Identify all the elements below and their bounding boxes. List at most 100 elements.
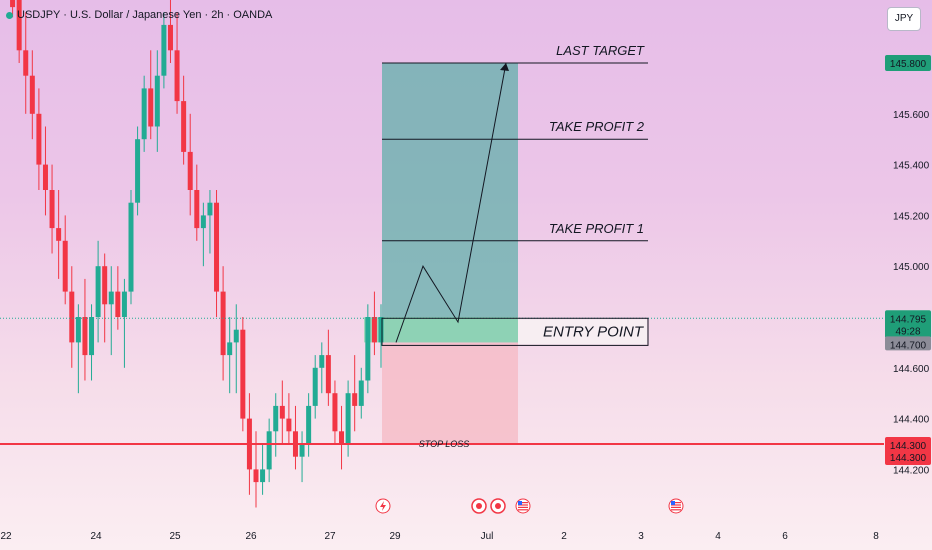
candle-body: [128, 202, 134, 292]
flag-stripe: [518, 509, 528, 511]
time-label: 8: [873, 531, 879, 542]
candle-body: [207, 202, 213, 216]
candle: [200, 202, 206, 267]
flag-stripe: [671, 506, 681, 508]
candle-body: [62, 240, 68, 292]
us-flag-icon[interactable]: [668, 498, 684, 514]
stop-loss-label: STOP LOSS: [419, 439, 470, 449]
candle-body: [10, 0, 16, 8]
candle: [174, 12, 180, 114]
candle: [325, 329, 331, 406]
candle: [135, 126, 141, 216]
candle: [352, 355, 358, 432]
price-label: 145.000: [893, 262, 930, 273]
candle-body: [220, 291, 226, 356]
flag-canton: [518, 501, 522, 505]
candle-body: [227, 342, 233, 356]
time-label: 3: [638, 531, 644, 542]
take-profit-2-label: TAKE PROFIT 2: [549, 119, 645, 134]
last-target-label: LAST TARGET: [556, 43, 645, 58]
candle: [253, 431, 259, 508]
candle-body: [306, 405, 312, 444]
candle: [23, 12, 29, 114]
candle: [365, 304, 371, 394]
candle: [115, 266, 121, 330]
candle: [89, 304, 95, 381]
lightning-icon[interactable]: [375, 498, 391, 514]
candle: [227, 317, 233, 394]
projection-arrowhead: [500, 63, 509, 71]
candle-body: [36, 113, 42, 165]
current-price-badge-bg: [885, 310, 931, 339]
entry-point-label: ENTRY POINT: [543, 323, 645, 340]
candle: [332, 380, 338, 444]
candle: [181, 75, 187, 165]
time-label: Jul: [481, 531, 494, 542]
candle-body: [174, 50, 180, 102]
event-marker-icon[interactable]: [490, 498, 506, 514]
event-marker-icon[interactable]: [471, 498, 487, 514]
candle-body: [260, 469, 266, 483]
event-dot: [495, 503, 501, 509]
candle: [49, 164, 55, 254]
symbol-title: USDJPY · U.S. Dollar / Japanese Yen · 2h…: [17, 9, 273, 21]
candle-body: [108, 291, 114, 305]
time-label: 27: [324, 531, 336, 542]
candle: [82, 278, 88, 381]
flag-stripe: [671, 502, 681, 504]
candle-body: [161, 24, 167, 76]
candle: [108, 266, 114, 356]
candle-body: [42, 164, 48, 190]
last-target-badge-text: 145.800: [890, 59, 927, 70]
candle-body: [23, 50, 29, 76]
chart-header: USDJPY · U.S. Dollar / Japanese Yen · 2h…: [6, 9, 272, 21]
price-label: 144.200: [893, 465, 930, 476]
candle: [260, 444, 266, 495]
candle: [148, 50, 154, 140]
loss-zone: [382, 342, 518, 444]
current-price-badge-text: 144.795: [890, 314, 927, 325]
candle: [371, 291, 377, 356]
last-target-badge-bg: [885, 55, 931, 71]
time-label: 29: [389, 531, 401, 542]
candle-body: [345, 393, 351, 444]
time-label: 4: [715, 531, 721, 542]
entry-badge: 144.700: [885, 336, 931, 351]
candle-body: [352, 393, 358, 406]
candle: [29, 50, 35, 140]
candle: [207, 190, 213, 254]
candle-body: [95, 266, 101, 317]
candle: [128, 190, 134, 305]
candle: [214, 190, 220, 317]
candle: [161, 12, 167, 89]
candle: [240, 317, 246, 432]
stop-loss-badge-bg: [885, 437, 931, 465]
candle: [154, 50, 160, 152]
candle: [319, 342, 325, 394]
candle-body: [339, 431, 345, 444]
candle: [141, 75, 147, 152]
candle-body: [325, 355, 331, 394]
us-flag-icon[interactable]: [515, 498, 531, 514]
candle: [220, 266, 226, 381]
flag-stripe: [671, 509, 681, 511]
time-label: 2: [561, 531, 567, 542]
price-label: 144.400: [893, 415, 930, 426]
candle-body: [69, 291, 75, 343]
time-label: 6: [782, 531, 788, 542]
candle: [339, 405, 345, 470]
candle: [358, 367, 364, 419]
currency-button[interactable]: JPY: [887, 7, 921, 31]
take-profit-1-label: TAKE PROFIT 1: [549, 221, 644, 236]
candle-body: [214, 202, 220, 292]
candle-body: [135, 139, 141, 203]
candle: [187, 113, 193, 216]
candle-body: [266, 431, 272, 470]
candle: [286, 393, 292, 444]
price-label: 145.400: [893, 161, 930, 172]
flag-stripe: [518, 504, 528, 506]
candle: [36, 88, 42, 190]
